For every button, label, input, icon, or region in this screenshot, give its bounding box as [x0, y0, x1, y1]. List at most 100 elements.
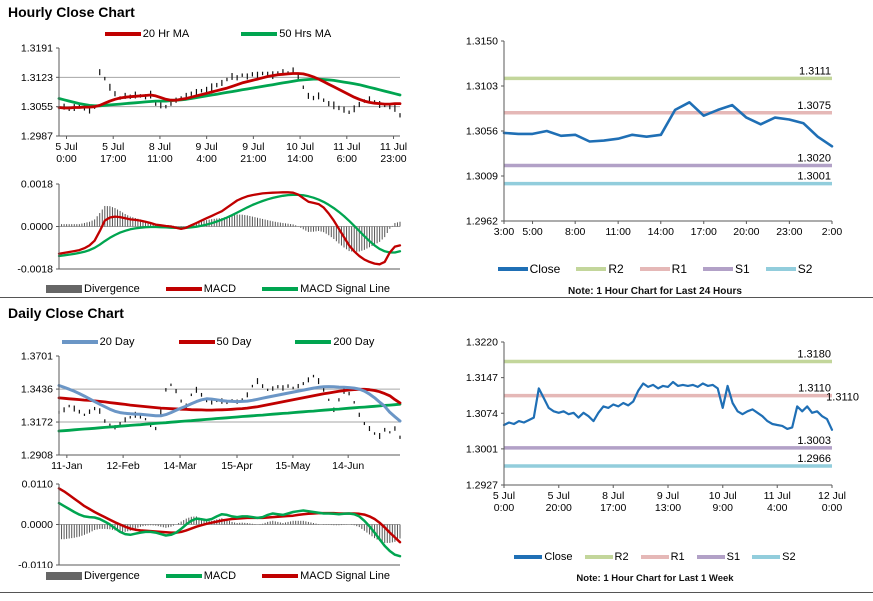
legend-item-s2: S2 [752, 551, 796, 563]
legend-label: MACD [203, 283, 237, 295]
svg-text:1.3111: 1.3111 [799, 65, 831, 77]
svg-text:4:00: 4:00 [767, 502, 788, 514]
legend-item-200-day: 200 Day [295, 336, 374, 348]
svg-text:1.3056: 1.3056 [466, 126, 498, 138]
line-swatch-icon [765, 267, 796, 271]
line-swatch-icon [640, 555, 669, 559]
svg-text:-0.0018: -0.0018 [17, 264, 53, 276]
line-swatch-icon [639, 267, 670, 271]
svg-text:15-Apr: 15-Apr [221, 460, 253, 472]
legend-item-macd: MACD [165, 570, 237, 582]
legend-item-s1: S1 [703, 262, 750, 276]
svg-text:6:00: 6:00 [337, 153, 358, 165]
svg-text:12-Feb: 12-Feb [106, 460, 139, 472]
svg-text:0.0000: 0.0000 [21, 519, 53, 531]
svg-text:1.3436: 1.3436 [21, 384, 53, 396]
svg-text:10 Jul: 10 Jul [286, 141, 314, 153]
svg-text:0.0000: 0.0000 [21, 221, 53, 233]
legend-item-macd-signal-line: MACD Signal Line [262, 283, 390, 295]
legend-label: R1 [670, 551, 685, 563]
svg-text:1.3001: 1.3001 [797, 171, 831, 183]
svg-text:1.3180: 1.3180 [797, 349, 831, 361]
svg-text:1.3110: 1.3110 [826, 392, 859, 404]
svg-text:0.0018: 0.0018 [21, 179, 53, 191]
svg-text:1.3055: 1.3055 [21, 101, 53, 113]
svg-text:12 Jul: 12 Jul [818, 490, 846, 502]
legend-label: S1 [735, 262, 750, 276]
hourly-section-title: Hourly Close Chart [8, 4, 135, 20]
legend-label: 200 Day [333, 336, 375, 348]
svg-text:1.2962: 1.2962 [466, 216, 498, 228]
line-swatch-icon [262, 574, 299, 578]
legend-item-close: Close [514, 551, 573, 563]
legend-label: 20 Day [99, 336, 135, 348]
svg-text:11 Jul: 11 Jul [764, 490, 791, 502]
legend-label: MACD Signal Line [300, 570, 390, 582]
legend-label: S1 [726, 551, 741, 563]
svg-text:9 Jul: 9 Jul [242, 141, 264, 153]
svg-text:1.3074: 1.3074 [466, 408, 498, 420]
svg-text:1.3020: 1.3020 [797, 152, 831, 164]
svg-text:0:00: 0:00 [494, 502, 515, 514]
hourly-chart-note: Note: 1 Hour Chart for Last 24 Hours [568, 286, 742, 297]
svg-text:-0.0110: -0.0110 [18, 560, 53, 569]
legend-label: S2 [797, 262, 813, 276]
line-swatch-icon [165, 287, 202, 291]
svg-text:1.3110: 1.3110 [798, 383, 831, 395]
svg-text:14-Mar: 14-Mar [163, 460, 197, 472]
svg-text:17:00: 17:00 [691, 226, 717, 238]
svg-text:4:00: 4:00 [196, 153, 217, 165]
svg-text:17:00: 17:00 [600, 502, 626, 514]
legend-label: Divergence [84, 570, 140, 582]
svg-text:1.3075: 1.3075 [797, 100, 831, 112]
weekly-pivot-legend: Close R2 R1 S1 S2 [437, 551, 873, 563]
svg-text:1.3172: 1.3172 [21, 417, 53, 429]
svg-text:8 Jul: 8 Jul [149, 141, 171, 153]
svg-text:14-Jun: 14-Jun [332, 460, 364, 472]
line-swatch-icon [497, 267, 528, 271]
daily-ma-legend: 20 Day 50 Day 200 Day [0, 336, 436, 348]
legend-label: R1 [671, 262, 687, 276]
svg-text:1.3147: 1.3147 [466, 372, 498, 384]
svg-text:15-May: 15-May [275, 460, 311, 472]
legend-item-divergence: Divergence [46, 283, 140, 295]
svg-text:11 Jul: 11 Jul [380, 141, 407, 153]
legend-item-close: Close [497, 262, 560, 276]
svg-text:17:00: 17:00 [100, 153, 126, 165]
legend-label: 50 Day [216, 336, 252, 348]
legend-label: MACD [203, 570, 237, 582]
hourly-macd-legend: Divergence MACD MACD Signal Line [0, 283, 436, 295]
svg-text:14:00: 14:00 [287, 153, 313, 165]
bar-swatch-icon [46, 572, 83, 580]
line-swatch-icon [576, 267, 607, 271]
hourly-macd-chart: 0.0018 0.0000 -0.0018 [17, 179, 402, 276]
svg-text:1.2966: 1.2966 [797, 453, 831, 465]
svg-text:0:00: 0:00 [822, 502, 843, 514]
legend-label: 20 Hr MA [142, 28, 190, 40]
svg-text:1.3009: 1.3009 [466, 171, 498, 183]
line-swatch-icon [703, 267, 733, 271]
svg-text:23:00: 23:00 [776, 226, 802, 238]
svg-text:2:00: 2:00 [822, 226, 843, 238]
svg-text:5 Jul: 5 Jul [55, 141, 77, 153]
svg-text:20:00: 20:00 [546, 502, 572, 514]
svg-text:3:00: 3:00 [494, 226, 515, 238]
svg-text:9 Jul: 9 Jul [196, 141, 218, 153]
line-swatch-icon [696, 555, 725, 559]
section-divider [0, 297, 873, 298]
svg-text:5:00: 5:00 [522, 226, 543, 238]
svg-text:1.2927: 1.2927 [466, 480, 498, 492]
daily-section-title: Daily Close Chart [8, 305, 124, 321]
weekly-chart-note: Note: 1 Hour Chart for Last 1 Week [576, 573, 734, 584]
svg-text:1.3220: 1.3220 [466, 337, 498, 349]
line-swatch-icon [752, 555, 781, 559]
bottom-divider [0, 592, 873, 593]
legend-item-r1: R1 [639, 262, 687, 276]
svg-text:14:00: 14:00 [648, 226, 674, 238]
svg-text:5 Jul: 5 Jul [548, 490, 570, 502]
svg-text:1.3003: 1.3003 [797, 435, 831, 447]
svg-text:9:00: 9:00 [713, 502, 734, 514]
